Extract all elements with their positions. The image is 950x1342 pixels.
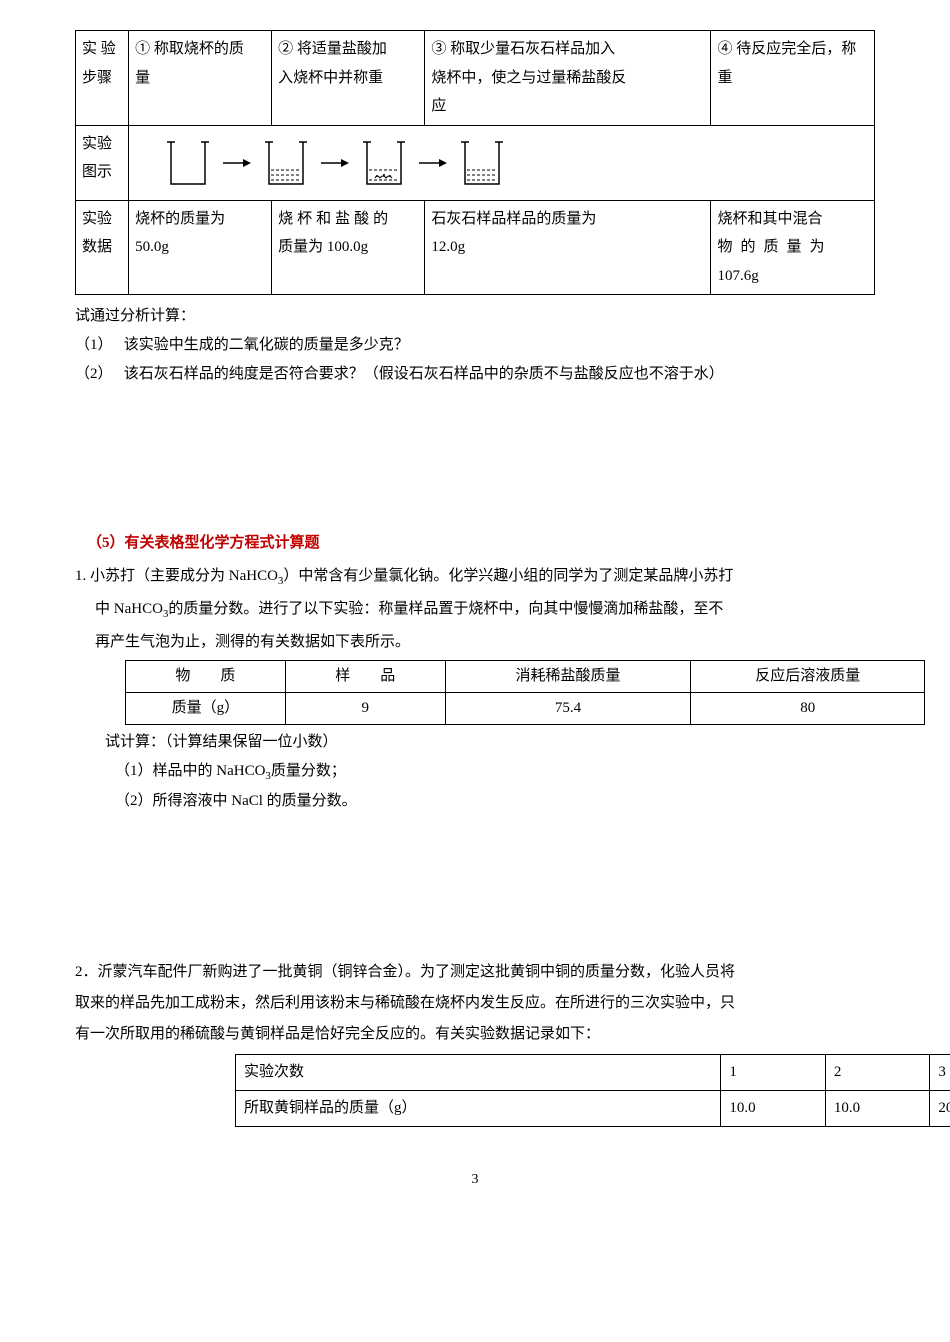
q-text: 该实验中生成的二氧化碳的质量是多少克？ <box>124 337 409 353</box>
text: 中 NaHCO <box>95 601 163 617</box>
cell-data3: 石灰石样品样品的质量为 12.0g <box>425 200 711 295</box>
q2-line1: 2．沂蒙汽车配件厂新购进了一批黄铜（铜锌合金）。为了测定这批黄铜中铜的质量分数，… <box>75 959 875 986</box>
sub-q1: （1）样品中的 NaHCO3质量分数； <box>75 758 875 787</box>
cell-data-header: 实验 数据 <box>76 200 129 295</box>
text: 的质量分数。进行了以下实验：称量样品置于烧杯中，向其中慢慢滴加稀盐酸，至不 <box>168 601 723 617</box>
q-text: 该石灰石样品的纯度是否符合要求？（假设石灰石样品中的杂质不与盐酸反应也不溶于水） <box>124 366 724 382</box>
calc-note: 试计算：（计算结果保留一位小数） <box>75 729 875 756</box>
cell-step-header: 实 验 步骤 <box>76 31 129 126</box>
th: 1 <box>721 1055 826 1091</box>
beaker-reaction-icon <box>361 136 407 190</box>
td: 80 <box>691 692 925 724</box>
cell-step2: ② 将适量盐酸加 入烧杯中并称重 <box>272 31 425 126</box>
text: 图示 <box>82 158 122 187</box>
td: 75.4 <box>445 692 691 724</box>
th: 反应后溶液质量 <box>691 660 925 692</box>
data-table-2: 实验次数 1 2 3 所取黄铜样品的质量（g） 10.0 10.0 20.0 <box>235 1054 950 1127</box>
text: 50.0g <box>135 233 265 262</box>
q1-line2: 中 NaHCO3的质量分数。进行了以下实验：称量样品置于烧杯中，向其中慢慢滴加稀… <box>75 596 875 625</box>
cell-step4: ④ 待反应完全后，称 重 <box>711 31 875 126</box>
q2-line2: 取来的样品先加工成粉末，然后利用该粉末与稀硫酸在烧杯内发生反应。在所进行的三次实… <box>75 990 875 1017</box>
td: 10.0 <box>721 1091 826 1127</box>
td: 9 <box>285 692 445 724</box>
text: 步骤 <box>82 64 122 93</box>
td: 20.0 <box>930 1091 950 1127</box>
text: 量 <box>135 64 265 93</box>
td: 所取黄铜样品的质量（g） <box>236 1091 721 1127</box>
text: 入烧杯中并称重 <box>278 64 418 93</box>
analysis-prompt: 试通过分析计算： <box>75 303 875 330</box>
text: 1. 小苏打（主要成分为 NaHCO <box>75 568 278 584</box>
text: ② 将适量盐酸加 <box>278 35 418 64</box>
text: 质量为 100.0g <box>278 233 418 262</box>
arrow-icon <box>223 156 251 170</box>
td: 10.0 <box>825 1091 930 1127</box>
text: 烧杯的质量为 <box>135 205 265 234</box>
experiment-table: 实 验 步骤 ① 称取烧杯的质 量 ② 将适量盐酸加 入烧杯中并称重 ③ 称取少… <box>75 30 875 295</box>
text: ③ 称取少量石灰石样品加入 <box>431 35 704 64</box>
th: 3 <box>930 1055 950 1091</box>
q-num: （1） <box>75 337 113 353</box>
th: 消耗稀盐酸质量 <box>445 660 691 692</box>
question-1: （1） 该实验中生成的二氧化碳的质量是多少克？ <box>75 332 875 359</box>
page-number: 3 <box>75 1167 875 1192</box>
cell-diagram-header: 实验 图示 <box>76 125 129 200</box>
text: 数据 <box>82 233 122 262</box>
sub-q2: （2）所得溶液中 NaCl 的质量分数。 <box>75 788 875 815</box>
beaker-result-icon <box>459 136 505 190</box>
text: 107.6g <box>717 262 868 291</box>
section-5-title: （5）有关表格型化学方程式计算题 <box>75 530 875 557</box>
text: 物的质量为 <box>717 233 868 262</box>
beaker-diagram <box>135 130 868 196</box>
q1-line3: 再产生气泡为止，测得的有关数据如下表所示。 <box>75 629 875 656</box>
cell-data2: 烧杯和盐酸的 质量为 100.0g <box>272 200 425 295</box>
text: 应 <box>431 92 704 121</box>
text: （1）样品中的 NaHCO <box>115 763 265 779</box>
q-num: （2） <box>75 366 113 382</box>
cell-data4: 烧杯和其中混合 物的质量为 107.6g <box>711 200 875 295</box>
text: 实验 <box>82 130 122 159</box>
text: 烧杯和其中混合 <box>717 205 868 234</box>
th: 样 品 <box>285 660 445 692</box>
data-table-1: 物 质 样 品 消耗稀盐酸质量 反应后溶液质量 质量（g） 9 75.4 80 <box>125 660 925 725</box>
text: 质量分数； <box>271 763 346 779</box>
cell-data1: 烧杯的质量为 50.0g <box>129 200 272 295</box>
th: 2 <box>825 1055 930 1091</box>
text: 烧杯和盐酸的 <box>278 205 418 234</box>
question-2: （2） 该石灰石样品的纯度是否符合要求？（假设石灰石样品中的杂质不与盐酸反应也不… <box>75 361 875 388</box>
arrow-icon <box>321 156 349 170</box>
cell-diagram <box>129 125 875 200</box>
beaker-icon <box>165 136 211 190</box>
td: 质量（g） <box>126 692 286 724</box>
text: ④ 待反应完全后，称 <box>717 35 868 64</box>
text: ① 称取烧杯的质 <box>135 35 265 64</box>
q2-line3: 有一次所取用的稀硫酸与黄铜样品是恰好完全反应的。有关实验数据记录如下： <box>75 1021 875 1048</box>
arrow-icon <box>419 156 447 170</box>
th: 实验次数 <box>236 1055 721 1091</box>
text: 重 <box>717 64 868 93</box>
text: 实 验 <box>82 35 122 64</box>
cell-step3: ③ 称取少量石灰石样品加入 烧杯中，使之与过量稀盐酸反 应 <box>425 31 711 126</box>
text: 12.0g <box>431 233 704 262</box>
text: ）中常含有少量氯化钠。化学兴趣小组的同学为了测定某品牌小苏打 <box>283 568 733 584</box>
beaker-liquid-icon <box>263 136 309 190</box>
th: 物 质 <box>126 660 286 692</box>
q1-line1: 1. 小苏打（主要成分为 NaHCO3）中常含有少量氯化钠。化学兴趣小组的同学为… <box>75 563 875 592</box>
text: 实验 <box>82 205 122 234</box>
text: 烧杯中，使之与过量稀盐酸反 <box>431 64 704 93</box>
cell-step1: ① 称取烧杯的质 量 <box>129 31 272 126</box>
text: 石灰石样品样品的质量为 <box>431 205 704 234</box>
